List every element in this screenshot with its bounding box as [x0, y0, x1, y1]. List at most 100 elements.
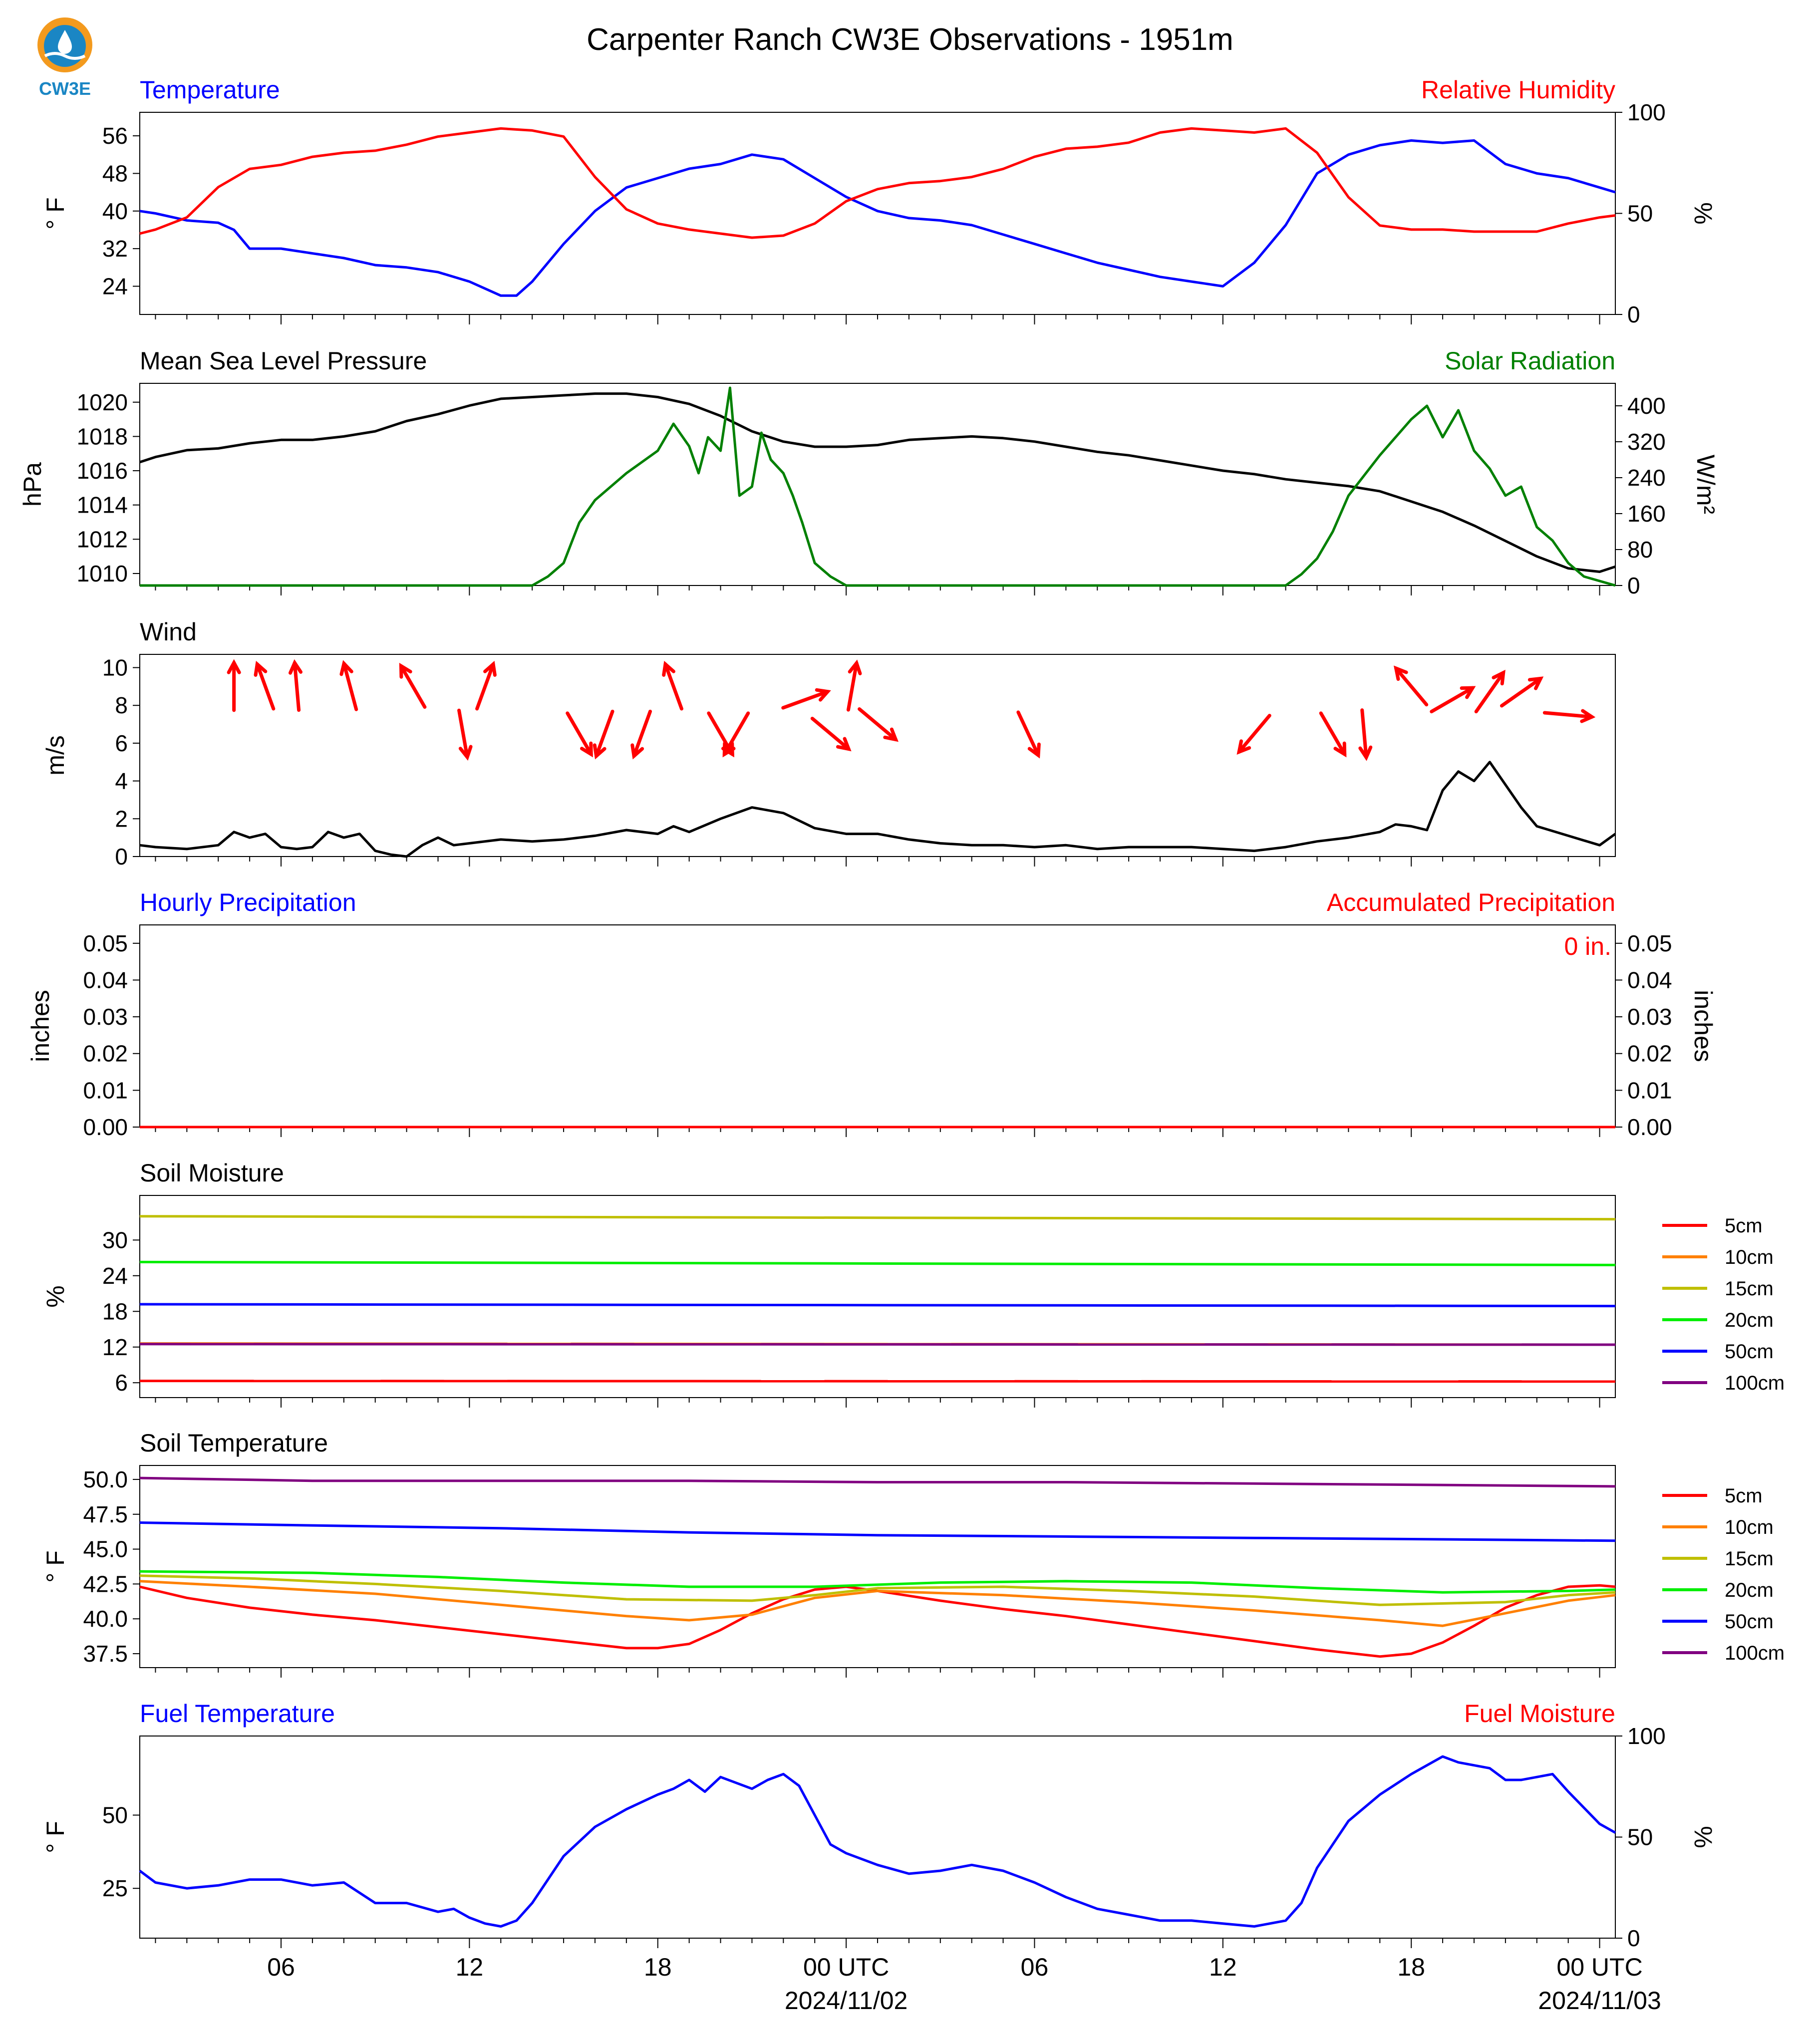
- series-line-5cm: [139, 1380, 1616, 1383]
- wind-arrow-head: [289, 659, 303, 675]
- series-line-15cm: [139, 1215, 1616, 1221]
- x-tick-label: 06: [1021, 1953, 1049, 1981]
- y-tick-label-right: 100: [1627, 99, 1666, 125]
- wind-arrow: [663, 662, 683, 711]
- y-axis-label-left: inches: [26, 990, 54, 1062]
- wind-arrow-head: [1027, 742, 1041, 759]
- y-tick-label-left: 40: [102, 198, 128, 224]
- y-axis-left: 24 32 40 48 56: [102, 123, 140, 299]
- wind-arrow: [1237, 714, 1271, 754]
- y-tick-label-left: 37.5: [83, 1641, 128, 1667]
- y-tick-label-right: 0.00: [1627, 1114, 1672, 1140]
- wind-arrow-head: [580, 741, 593, 758]
- y-tick-label-left: 45.0: [83, 1536, 128, 1562]
- y-tick-label-left: 18: [102, 1298, 128, 1324]
- panel-title-left: Fuel Temperature: [140, 1700, 335, 1728]
- y-tick-label-left: 0.02: [83, 1041, 128, 1067]
- wind-arrow-head: [458, 745, 473, 761]
- y-axis-right: 0 50 100: [1615, 1723, 1666, 1951]
- y-tick-label-left: 0: [115, 844, 128, 869]
- y-tick-label-left: 0.05: [83, 930, 128, 956]
- series-line-100cm: [139, 1343, 1616, 1346]
- y-tick-label-left: 2: [115, 806, 128, 832]
- wind-arrow: [722, 711, 750, 756]
- panel-pressure_solar: Mean Sea Level Pressure Solar Radiation 10…: [18, 347, 1720, 598]
- wind-arrow: [566, 711, 593, 756]
- legend-label: 10cm: [1725, 1246, 1774, 1268]
- wind-arrow-head: [883, 727, 899, 742]
- y-tick-label-left: 50: [102, 1802, 128, 1828]
- y-tick-label-left: 40.0: [83, 1606, 128, 1632]
- legend-label: 100cm: [1725, 1642, 1785, 1664]
- plot-frame: [139, 1195, 1616, 1398]
- panel-title-right: Solar Radiation: [1445, 347, 1615, 375]
- wind-arrow: [293, 661, 301, 712]
- wind-arrow-head: [630, 743, 644, 760]
- panel-title-right: Fuel Moisture: [1464, 1700, 1615, 1728]
- panel-temp_rh: Temperature Relative Humidity 24 32 40 48 56 ° …: [41, 76, 1717, 327]
- panel-title-left: Temperature: [140, 76, 280, 104]
- plot-frame: [139, 924, 1616, 1128]
- logo-drop-icon: [58, 30, 72, 54]
- panel-title-left: Soil Temperature: [140, 1429, 328, 1457]
- wind-arrow: [846, 661, 859, 712]
- panel-title-right: Accumulated Precipitation: [1327, 888, 1615, 916]
- wind-arrow-head: [1460, 686, 1476, 699]
- y-axis-left: 6 12 18 24 30: [102, 1227, 140, 1396]
- y-tick-label-left: 1020: [77, 389, 128, 415]
- accumulated-annotation: 0 in.: [1564, 932, 1611, 960]
- wind-arrow: [632, 709, 652, 758]
- wind-arrow-head: [1236, 739, 1251, 755]
- y-axis-right: 0 50 100: [1615, 99, 1666, 327]
- x-tick-label: 18: [1397, 1953, 1425, 1981]
- panel-wind: Wind 0 2 4 6 8 10 m/s: [41, 618, 1616, 869]
- wind-arrow-head: [1358, 745, 1373, 761]
- series-line-10cm: [139, 1580, 1616, 1627]
- y-tick-label-left: 25: [102, 1875, 128, 1901]
- wind-arrow-head: [1492, 669, 1506, 686]
- wind-arrow-head: [339, 660, 353, 676]
- legend-label: 10cm: [1725, 1516, 1774, 1538]
- cw3e-logo: CW3E: [37, 17, 92, 99]
- y-axis-label-left: ° F: [41, 1821, 69, 1853]
- y-tick-label-left: 0.01: [83, 1077, 128, 1103]
- y-tick-label-left: 48: [102, 160, 128, 186]
- series-line-50cm: [139, 1521, 1616, 1542]
- y-tick-label-right: 400: [1627, 393, 1666, 419]
- legend-label: 50cm: [1725, 1341, 1774, 1363]
- y-tick-label-right: 0: [1627, 301, 1640, 327]
- wind-arrow: [1474, 671, 1506, 714]
- legend-label: 100cm: [1725, 1372, 1785, 1394]
- panel-title-left: Soil Moisture: [140, 1159, 284, 1187]
- plot-frame: [139, 1465, 1616, 1668]
- series-line-20cm: [139, 1570, 1616, 1594]
- wind-arrow: [1430, 686, 1475, 714]
- wind-arrow: [1542, 711, 1594, 719]
- logo-text: CW3E: [39, 78, 91, 99]
- y-axis-label-left: hPa: [18, 462, 46, 507]
- y-tick-label-right: 0.03: [1627, 1004, 1672, 1030]
- x-tick-label: 00 UTC: [1556, 1953, 1642, 1981]
- panel-precip: Hourly Precipitation Accumulated Precipit…: [26, 888, 1717, 1140]
- y-tick-label-left: 50.0: [83, 1466, 128, 1492]
- y-axis-left: 37.5 40.0 42.5 45.0 47.5 50.0: [83, 1466, 140, 1667]
- series-line-15cm: [139, 1574, 1616, 1606]
- wind-arrow: [858, 707, 898, 742]
- y-tick-label-right: 160: [1627, 501, 1666, 527]
- wind-arrow-head: [483, 660, 497, 677]
- wind-arrow-head: [815, 688, 831, 702]
- x-axis-labels: 06 12 18 00 UTC 2024/11/02 06 12 18 00 UTC 2024/1…: [267, 1953, 1661, 2015]
- y-tick-label-right: 0: [1627, 573, 1640, 598]
- y-axis-label-left: %: [41, 1285, 69, 1307]
- y-tick-label-right: 50: [1627, 201, 1653, 227]
- wind-arrow: [457, 708, 469, 759]
- y-tick-label-left: 32: [102, 236, 128, 262]
- wind-arrow-head: [1527, 676, 1544, 690]
- x-tick-label: 00 UTC: [803, 1953, 889, 1981]
- wind-arrows: [227, 659, 1596, 761]
- x-tick-label: 06: [267, 1953, 295, 1981]
- legend-label: 15cm: [1725, 1548, 1774, 1570]
- y-tick-label-left: 12: [102, 1334, 128, 1360]
- y-axis-label-right: W/m²: [1692, 455, 1720, 514]
- wind-arrow: [255, 662, 276, 711]
